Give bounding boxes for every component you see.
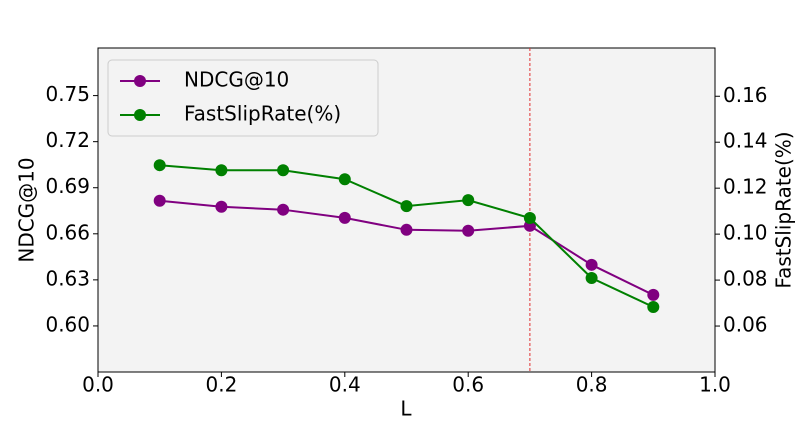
x-tick-label: 0.2: [205, 373, 237, 397]
point: [153, 159, 166, 172]
point: [462, 224, 475, 237]
x-tick-label: 0.6: [452, 373, 484, 397]
x-tick-label: 0.4: [329, 373, 361, 397]
point: [215, 164, 228, 177]
y2-tick-label: 0.08: [723, 267, 768, 291]
legend-box: [107, 59, 379, 137]
y-tick-label: 0.60: [45, 312, 90, 336]
y-tick-label: 0.75: [45, 82, 90, 106]
y2-tick-label: 0.14: [723, 129, 768, 153]
y-axis-label: NDCG@10: [15, 157, 39, 262]
point: [647, 288, 660, 301]
x-tick-label: 1.0: [699, 373, 731, 397]
point: [400, 223, 413, 236]
point: [338, 211, 351, 224]
point: [647, 300, 660, 313]
plot-frame: [97, 47, 716, 373]
x-tick-label: 0.8: [576, 373, 608, 397]
point: [215, 200, 228, 213]
point: [277, 203, 290, 216]
point: [462, 194, 475, 207]
x-axis-label: L: [400, 397, 412, 419]
y-tick-label: 0.72: [45, 128, 90, 152]
x-tick-label: 0.0: [82, 373, 114, 397]
y-tick-label: 0.69: [45, 174, 90, 198]
y-tick-label: 0.63: [45, 266, 90, 290]
point: [585, 272, 598, 285]
y2-tick-label: 0.16: [723, 83, 768, 107]
point: [400, 200, 413, 213]
y2-tick-label: 0.10: [723, 221, 768, 245]
y2-tick-label: 0.06: [723, 313, 768, 337]
y2-axis-label: FastSlipRate(%): [772, 131, 796, 288]
legend-label: NDCG@10: [184, 68, 289, 92]
legend-marker: [134, 75, 146, 87]
point: [153, 194, 166, 207]
legend-label: FastSlipRate(%): [184, 102, 341, 126]
point: [277, 164, 290, 177]
point: [523, 212, 536, 225]
y2-tick-label: 0.12: [723, 175, 768, 199]
legend-marker: [134, 109, 146, 121]
y-tick-label: 0.66: [45, 220, 90, 244]
point: [338, 173, 351, 186]
point: [585, 258, 598, 271]
